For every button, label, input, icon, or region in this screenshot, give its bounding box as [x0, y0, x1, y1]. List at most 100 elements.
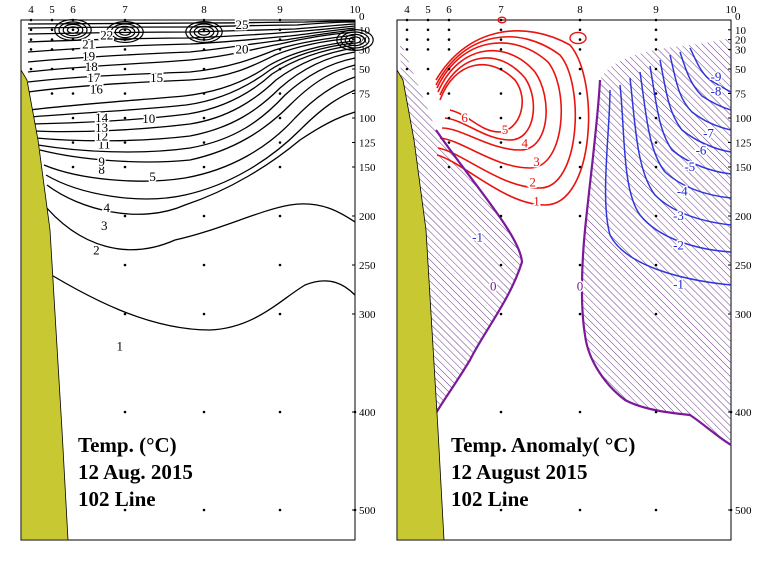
- depth-label-right-50: 50: [735, 64, 747, 76]
- station-label-left-6: 6: [70, 4, 76, 16]
- contour-label-right--4: -4: [677, 184, 688, 199]
- sample-point: [654, 312, 658, 316]
- right-contour-labels: 6 543 2 1 0 0 -1 -1 -2 -3 -4 -5-6-7 -8-9: [460, 67, 723, 295]
- sample-point: [654, 38, 658, 41]
- negative-anomaly-contour-0: [604, 89, 732, 286]
- sample-point: [29, 38, 33, 41]
- sample-point: [578, 48, 582, 51]
- positive-anomaly-contour-4: [435, 35, 577, 189]
- contour-label-right-3: 3: [533, 154, 540, 169]
- negative-anomaly-contour-5: [659, 59, 732, 153]
- contour-label-right--5: -5: [684, 159, 695, 174]
- sample-point: [278, 28, 282, 32]
- isotherm-swirl-2: [193, 25, 215, 39]
- sample-point: [50, 38, 54, 41]
- depth-label-right-400: 400: [735, 407, 752, 419]
- isotherm-swirl-3: [344, 33, 366, 47]
- sample-point: [499, 263, 503, 267]
- positive-anomaly-contour-0: [439, 64, 524, 133]
- isotherm-19: [27, 21, 356, 29]
- isotherm-1: [39, 199, 356, 251]
- sample-point: [202, 312, 206, 316]
- depth-label-left-200: 200: [359, 211, 376, 223]
- sample-point: [499, 28, 503, 32]
- sample-point: [499, 312, 503, 316]
- sample-point: [278, 18, 282, 22]
- isotherm-4: [43, 76, 356, 182]
- sample-point: [123, 508, 127, 512]
- sample-point: [123, 48, 127, 51]
- contour-label-left-5: 5: [149, 169, 156, 184]
- sample-point: [202, 508, 206, 512]
- sample-point: [202, 410, 206, 414]
- sample-point: [123, 116, 127, 120]
- sample-point: [447, 48, 451, 51]
- sample-point: [426, 18, 430, 22]
- isotherm-17: [27, 25, 356, 43]
- anomaly-contours: [431, 16, 732, 446]
- depth-label-left-150: 150: [359, 162, 376, 174]
- negative-anomaly-contour-3: [639, 71, 732, 199]
- sample-point: [578, 410, 582, 414]
- isotherm-12: [27, 37, 356, 93]
- isotherm-16: [27, 27, 356, 53]
- depth-label-right-150: 150: [735, 162, 752, 174]
- sample-point: [123, 214, 127, 218]
- sample-point: [499, 165, 503, 169]
- depth-label-right-125: 125: [735, 138, 752, 150]
- negative-anomaly-contour-4: [649, 65, 732, 175]
- sample-point: [654, 508, 658, 512]
- contour-label-right--1: -1: [472, 230, 483, 245]
- sample-point: [278, 92, 282, 95]
- sample-point: [499, 18, 503, 22]
- sample-point: [499, 508, 503, 512]
- sample-point: [202, 214, 206, 218]
- sample-point: [654, 410, 658, 414]
- sample-point: [202, 141, 206, 144]
- depth-label-right-250: 250: [735, 260, 752, 272]
- depth-label-right-0: 0: [735, 11, 741, 23]
- contour-label-left-3: 3: [101, 218, 108, 233]
- sample-point: [50, 67, 54, 71]
- sample-point: [71, 141, 75, 144]
- station-label-left-10: 10: [350, 4, 362, 16]
- sample-point: [654, 165, 658, 169]
- isotherm-swirl-2: [185, 21, 223, 43]
- temperature-contours: [26, 19, 374, 331]
- sample-point: [578, 116, 582, 120]
- station-label-left-7: 7: [122, 4, 128, 16]
- sample-point: [278, 141, 282, 144]
- contour-label-right--7: -7: [703, 126, 714, 141]
- depth-label-left-30: 30: [359, 44, 371, 56]
- sample-point: [447, 141, 451, 144]
- depth-label-left-100: 100: [359, 113, 376, 125]
- isotherm-swirl-0: [66, 26, 80, 34]
- sample-point: [654, 92, 658, 95]
- station-label-right-8: 8: [577, 4, 583, 16]
- sample-point: [50, 92, 54, 95]
- isotherm-3: [45, 89, 356, 200]
- sample-point: [202, 18, 206, 22]
- negative-anomaly-contour-6: [669, 54, 732, 131]
- sample-point: [447, 92, 451, 95]
- sample-point: [654, 28, 658, 32]
- sample-point: [123, 263, 127, 267]
- depth-label-right-75: 75: [735, 89, 747, 101]
- positive-anomaly-contour-5: [435, 30, 590, 206]
- right-title-line3: 102 Line: [451, 487, 529, 511]
- sample-point: [71, 48, 75, 51]
- contour-label-left-11: 11: [98, 136, 111, 151]
- sample-point: [50, 28, 54, 32]
- station-label-left-4: 4: [28, 4, 34, 16]
- left-title-line1: Temp. (°C): [78, 433, 177, 457]
- contour-label-right-6: 6: [461, 110, 468, 125]
- sample-point: [278, 48, 282, 51]
- isotherm-swirl-1: [114, 25, 136, 39]
- contour-label-right-2: 2: [529, 175, 536, 190]
- sample-point: [29, 28, 33, 32]
- sample-point: [426, 67, 430, 71]
- sample-point: [578, 214, 582, 218]
- contour-label-right--3: -3: [673, 208, 684, 223]
- sample-point: [202, 67, 206, 71]
